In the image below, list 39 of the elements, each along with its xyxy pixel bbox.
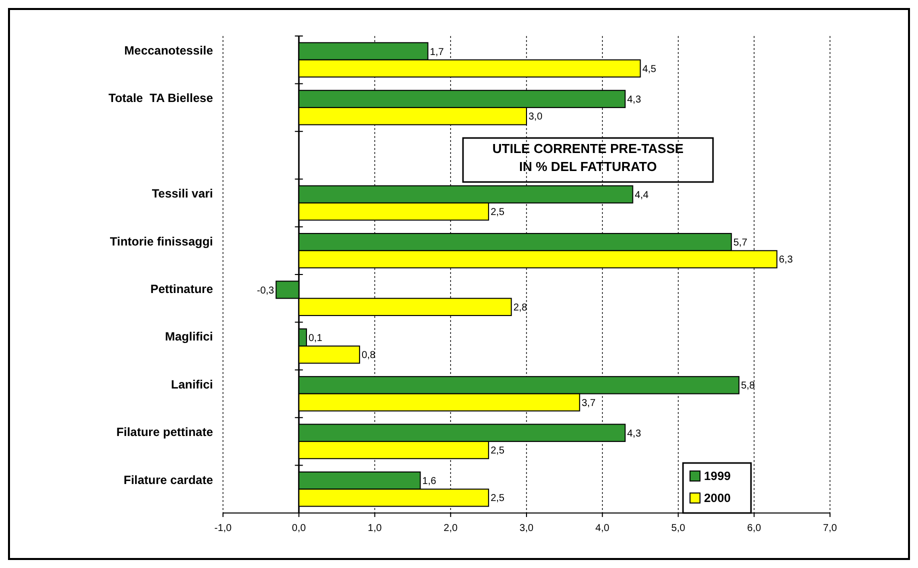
- y-tick-label: Lanifici: [170, 377, 213, 392]
- data-label: 0,8: [362, 350, 376, 362]
- x-tick-label: 0,0: [292, 523, 306, 534]
- data-label: 4,5: [642, 64, 657, 75]
- data-label: 6,3: [778, 254, 794, 266]
- data-label: 5,7: [733, 238, 748, 249]
- data-label: 3,0: [528, 112, 543, 123]
- data-label: -0,3: [256, 285, 275, 296]
- data-label: 4,4: [634, 190, 650, 201]
- y-tick-label: Pettinature: [150, 282, 214, 296]
- data-label: 0,1: [308, 332, 323, 344]
- y-tick-label: Filature cardate: [124, 472, 214, 487]
- x-tick-label: 7,0: [823, 523, 838, 534]
- data-label: 4,3: [627, 428, 642, 440]
- x-tick-label: 5,0: [671, 523, 686, 534]
- x-tick-label: 2,0: [444, 523, 458, 534]
- data-label: 4,3: [627, 94, 642, 106]
- legend-label: 2000: [704, 491, 732, 506]
- data-label: 5,8: [740, 380, 756, 392]
- data-label: 2,5: [490, 446, 505, 457]
- y-tick-label: Meccanotessile: [124, 44, 214, 58]
- data-label: 2,5: [490, 493, 505, 504]
- data-label: 3,7: [582, 398, 596, 409]
- y-tick-label: Filature pettinate: [116, 425, 214, 440]
- y-tick-label: Maglifici: [164, 330, 213, 344]
- data-label: 1,7: [430, 46, 444, 58]
- x-tick-label: -1,0: [214, 523, 232, 534]
- y-tick-label: Totale TA Biellese: [108, 91, 214, 106]
- y-tick-label: Tessili vari: [152, 186, 213, 201]
- x-tick-label: 1,0: [368, 523, 382, 534]
- text: UTILE CORRENTE PRE-TASSE IN % DEL FATTURATO: [492, 141, 684, 174]
- y-tick-label: Tintorie finissaggi: [110, 234, 213, 248]
- data-label: 2,8: [513, 302, 528, 314]
- data-label: 1,6: [422, 476, 437, 488]
- x-tick-label: 6,0: [747, 523, 762, 534]
- x-tick-label: 3,0: [520, 523, 534, 534]
- legend-label: 1999: [704, 469, 732, 484]
- data-label: 2,5: [490, 207, 505, 218]
- x-tick-label: 4,0: [595, 523, 610, 534]
